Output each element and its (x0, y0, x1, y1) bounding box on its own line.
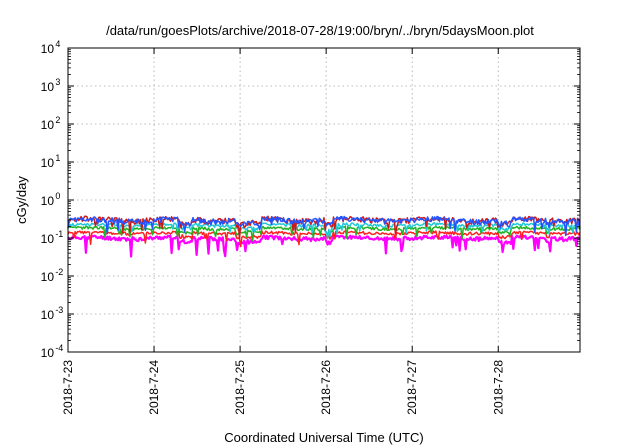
x-tick-label: 2018-7-23 (61, 360, 75, 415)
series-line-magenta (67, 234, 581, 258)
x-axis-ticks: 2018-7-23 2018-7-24 2018-7-25 2018-7-26 2018… (61, 48, 505, 415)
y-tick-base: 10 (41, 42, 55, 56)
x-axis-title: Coordinated Universal Time (UTC) (224, 430, 423, 445)
series-line-blue (67, 215, 581, 237)
y-tick-label: 10 (41, 156, 55, 170)
x-tick-label: 2018-7-27 (405, 360, 419, 415)
grid-lines (68, 48, 580, 352)
y-tick-base: 10 (41, 118, 55, 132)
y-tick-base: 10 (41, 308, 55, 322)
y-tick-label: 10 (41, 42, 55, 56)
y-tick-base: 10 (41, 80, 55, 94)
series-group (67, 215, 581, 258)
y-tick-exponent: -4 (55, 343, 63, 353)
y-tick-exponent: -1 (55, 229, 63, 239)
x-tick-label: 2018-7-25 (233, 360, 247, 415)
y-tick-base: 10 (41, 232, 55, 246)
y-axis-title: cGy/day (14, 176, 29, 224)
y-tick-label: 10 (41, 80, 55, 94)
y-tick-label: 10 (41, 270, 55, 284)
y-tick-exponent: -3 (55, 305, 63, 315)
y-tick-label: 10 (41, 308, 55, 322)
y-tick-exponent: 0 (55, 191, 60, 201)
x-tick-label: 2018-7-28 (491, 360, 505, 415)
y-tick-exponent: 1 (55, 153, 60, 163)
x-tick-label: 2018-7-26 (319, 360, 333, 415)
y-tick-exponent: 2 (55, 115, 60, 125)
y-tick-label: 10 (41, 118, 55, 132)
y-tick-base: 10 (41, 270, 55, 284)
chart-title: /data/run/goesPlots/archive/2018-07-28/1… (106, 23, 534, 38)
x-tick-label: 2018-7-24 (147, 360, 161, 415)
y-tick-exponent: 4 (55, 39, 60, 49)
y-tick-label: 10 (41, 232, 55, 246)
y-tick-base: 10 (41, 194, 55, 208)
y-tick-exponent: 3 (55, 77, 60, 87)
y-tick-exponent: -2 (55, 267, 63, 277)
y-tick-base: 10 (41, 156, 55, 170)
y-tick-base: 10 (41, 346, 55, 360)
y-tick-label: 10 (41, 194, 55, 208)
y-tick-label: 10 (41, 346, 55, 360)
